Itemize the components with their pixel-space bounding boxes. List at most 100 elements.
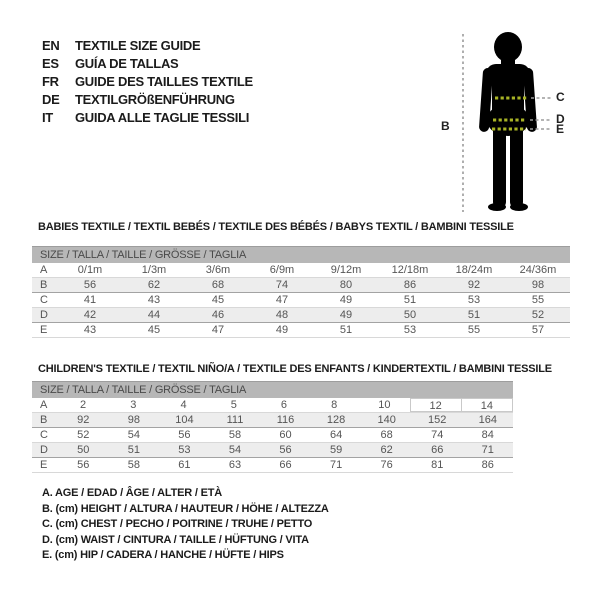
table-cell: 56 — [279, 444, 292, 456]
table-cell: 55 — [467, 324, 481, 336]
table-row: B 92 98 104 111 116 128 140 152 164 — [32, 413, 513, 428]
table-cell: 1/3m — [141, 264, 167, 276]
table-cell: 98 — [531, 279, 545, 291]
row-label: E — [40, 324, 48, 336]
table-cell: 24/36m — [519, 264, 557, 276]
table-cell: 61 — [178, 459, 191, 471]
table-row: E 56 58 61 63 66 71 76 81 86 — [32, 458, 513, 473]
table-row: E 43 45 47 49 51 53 55 57 — [32, 323, 570, 338]
table-cell: 80 — [339, 279, 353, 291]
language-label: TEXTILGRÖßENFÜHRUNG — [75, 92, 235, 107]
table-cell: 51 — [467, 309, 481, 321]
table-row: A 0/1m 1/3m 3/6m 6/9m 9/12m 12/18m 18/24m 24/36m — [32, 263, 570, 278]
table-cell: 111 — [226, 414, 244, 426]
row-label: B — [40, 414, 48, 426]
children-size-table: SIZE / TALLA / TAILLE / GRÖSSE / TAGLIA A… — [32, 381, 513, 473]
table-cell: 4 — [180, 399, 187, 411]
table-row: C 52 54 56 58 60 64 68 74 84 — [32, 428, 513, 443]
table-cell: 51 — [127, 444, 140, 456]
language-label: TEXTILE SIZE GUIDE — [75, 38, 201, 53]
table-cell: 5 — [230, 399, 237, 411]
figure-label-waist: D — [556, 112, 565, 126]
table-cell: 86 — [403, 279, 417, 291]
legend-line: D. (cm) WAIST / CINTURA / TAILLE / HÜFTU… — [42, 533, 309, 546]
table-cell: 140 — [377, 414, 396, 426]
language-code: DE — [42, 92, 60, 107]
table-cell: 128 — [326, 414, 346, 426]
table-cell: 49 — [339, 294, 353, 306]
language-code: EN — [42, 38, 60, 53]
table-cell: 52 — [77, 429, 90, 441]
table-cell: 50 — [403, 309, 417, 321]
table-cell: 52 — [531, 309, 545, 321]
table-cell: 68 — [211, 279, 225, 291]
row-label: D — [40, 444, 48, 456]
table-cell: 81 — [431, 459, 444, 471]
row-label: A — [40, 399, 48, 411]
legend-line: C. (cm) CHEST / PECHO / POITRINE / TRUHE… — [42, 518, 313, 530]
table-cell: 76 — [380, 459, 393, 471]
table-cell: 14 — [461, 398, 513, 412]
table-cell: 53 — [467, 294, 481, 306]
children-section-title: CHILDREN'S TEXTILE / TEXTIL NIÑO/A / TEX… — [38, 363, 552, 375]
figure-label-chest: C — [556, 90, 565, 104]
table-cell: 49 — [339, 309, 353, 321]
table-cell: 56 — [83, 279, 97, 291]
table-cell: 43 — [83, 324, 97, 336]
table-cell: 64 — [329, 429, 343, 441]
language-label: GUIDA ALLE TAGLIE TESSILI — [75, 110, 250, 125]
table-cell: 47 — [275, 294, 289, 306]
table-cell: 58 — [127, 459, 140, 471]
table-cell: 57 — [531, 324, 545, 336]
table-cell: 50 — [77, 444, 90, 456]
table-cell: 92 — [77, 414, 90, 426]
table-cell: 56 — [178, 429, 191, 441]
table-cell: 41 — [83, 294, 97, 306]
figure-label-hip: E — [556, 122, 565, 136]
language-code: ES — [42, 56, 59, 71]
table-cell: 9/12m — [330, 264, 362, 276]
table-cell: 44 — [147, 309, 161, 321]
table-cell: 0/1m — [77, 264, 103, 276]
table-cell: 74 — [275, 279, 289, 291]
table-cell: 84 — [481, 429, 494, 441]
size-header-bar: SIZE / TALLA / TAILLE / GRÖSSE / TAGLIA — [32, 382, 513, 398]
row-label: C — [40, 429, 48, 441]
table-cell: 45 — [147, 324, 161, 336]
row-label: C — [40, 294, 48, 306]
table-cell: 60 — [279, 429, 292, 441]
table-cell: 98 — [127, 414, 140, 426]
table-cell: 71 — [481, 444, 494, 456]
table-cell: 152 — [428, 414, 447, 426]
table-cell: 66 — [431, 444, 444, 456]
table-cell: 48 — [275, 309, 289, 321]
language-label: GUIDE DES TAILLES TEXTILE — [75, 74, 253, 89]
table-cell: 92 — [467, 279, 481, 291]
table-cell: 47 — [211, 324, 225, 336]
legend-line: B. (cm) HEIGHT / ALTURA / HAUTEUR / HÖHE… — [42, 502, 329, 515]
table-cell: 51 — [403, 294, 417, 306]
table-cell: 10 — [378, 399, 391, 411]
language-code: FR — [42, 74, 59, 89]
language-row: FR GUIDE DES TAILLES TEXTILE — [42, 73, 253, 91]
table-cell: 3 — [130, 399, 137, 411]
language-row: IT GUIDA ALLE TAGLIE TESSILI — [42, 109, 253, 127]
row-label: D — [40, 309, 48, 321]
table-cell: 116 — [276, 414, 295, 426]
figure-label-height: B — [441, 119, 450, 133]
table-cell: 3/6m — [205, 264, 231, 276]
language-row: EN TEXTILE SIZE GUIDE — [42, 37, 253, 55]
language-code: IT — [42, 110, 53, 125]
child-silhouette-icon — [462, 32, 552, 212]
table-cell: 63 — [228, 459, 242, 471]
measurement-legend: A. AGE / EDAD / ÂGE / ALTER / ETÀ B. (cm)… — [42, 486, 329, 564]
babies-size-table: SIZE / TALLA / TAILLE / GRÖSSE / TAGLIA A… — [32, 246, 570, 338]
table-cell: 62 — [147, 279, 161, 291]
table-cell: 18/24m — [455, 264, 493, 276]
table-cell: 2 — [80, 399, 87, 411]
table-cell: 74 — [431, 429, 444, 441]
table-cell: 68 — [380, 429, 393, 441]
table-row: A 2 3 4 5 6 8 10 12 14 — [32, 398, 513, 413]
table-cell: 8 — [331, 399, 338, 411]
table-cell: 62 — [380, 444, 393, 456]
